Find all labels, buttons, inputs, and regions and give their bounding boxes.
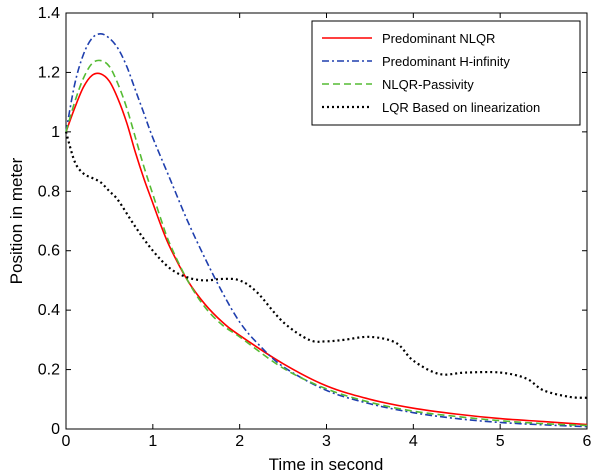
legend-label-4: LQR Based on linearization xyxy=(382,100,540,115)
x-axis-label: Time in second xyxy=(269,455,384,474)
y-tick-label: 0.8 xyxy=(38,183,60,200)
x-tick-label: 5 xyxy=(496,433,505,450)
x-tick-label: 2 xyxy=(235,433,244,450)
y-tick-label: 1.4 xyxy=(38,5,60,22)
y-tick-label: 0 xyxy=(51,421,60,438)
y-tick-label: 0.2 xyxy=(38,362,60,379)
legend-label-2: Predominant H-infinity xyxy=(382,54,510,69)
legend-label-1: Predominant NLQR xyxy=(382,31,495,46)
series-lines xyxy=(64,32,588,428)
y-tick-label: 1.2 xyxy=(38,64,60,81)
y-tick-label: 0.4 xyxy=(38,302,60,319)
axis-ticks xyxy=(65,12,588,430)
legend: Predominant NLQR Predominant H-infinity NL… xyxy=(311,20,581,126)
x-tick-label: 0 xyxy=(62,433,71,450)
y-axis-label: Position in meter xyxy=(7,157,26,284)
y-tick-label: 0.6 xyxy=(38,243,60,260)
series-line-3 xyxy=(65,59,588,427)
x-tick-label: 1 xyxy=(148,433,157,450)
series-line-2 xyxy=(65,32,588,428)
legend-label-3: NLQR-Passivity xyxy=(382,77,474,92)
axis-tick-labels: 0 1 2 3 4 5 6 0 0.2 0.4 0.6 0.8 1 1.2 1.4 xyxy=(38,5,592,450)
series-line-1 xyxy=(65,72,588,426)
y-tick-label: 1 xyxy=(51,124,60,141)
x-tick-label: 6 xyxy=(583,433,592,450)
x-tick-label: 4 xyxy=(409,433,418,450)
x-tick-label: 3 xyxy=(322,433,331,450)
